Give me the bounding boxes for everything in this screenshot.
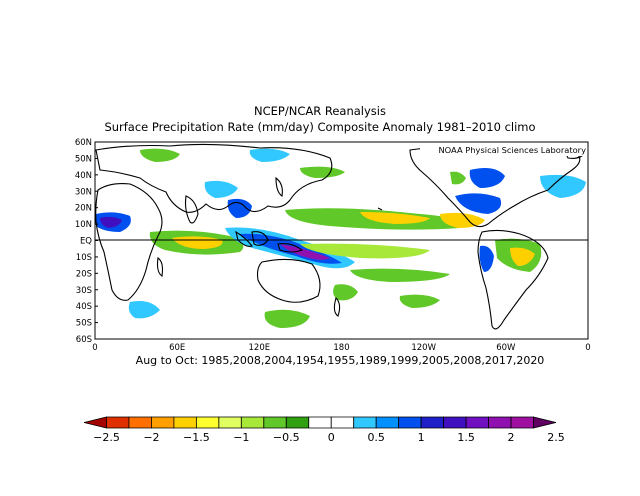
anomaly-region-north-america-dry: [450, 171, 466, 185]
colorbar-cell: [398, 416, 422, 429]
anomaly-region-europe-dry: [140, 148, 180, 162]
islands-hawaii: [377, 207, 383, 211]
anomaly-region-east-asia-wet: [204, 180, 238, 198]
colorbar-cells: [83, 416, 557, 429]
colorbar-tick-label: −0.5: [273, 431, 300, 444]
anomaly-region-andes-wet: [479, 245, 494, 272]
continent-australia: [256, 258, 321, 303]
anomaly-region-southern-ocean-wet: [128, 301, 160, 319]
latitude-label: 30S: [76, 286, 92, 296]
anomaly-region-south-pacific-green: [350, 268, 450, 282]
chart-title: NCEP/NCAR Reanalysis: [254, 104, 386, 118]
colorbar-cell: [465, 416, 489, 429]
latitude-label: 50N: [75, 154, 92, 164]
latitude-label: 10S: [76, 253, 92, 263]
colorbar-tick-label: 2: [508, 431, 515, 444]
colorbar-cell: [173, 416, 197, 429]
colorbar-tick-label: −1.5: [183, 431, 210, 444]
longitude-label: 60W: [496, 343, 516, 353]
continent-africa: [95, 183, 163, 301]
colorbar-cell: [510, 416, 534, 429]
longitude-label: 120W: [411, 343, 436, 353]
anomaly-region-north-pacific-dry-core: [360, 212, 430, 224]
anomaly-region-pacific-storm-track: [300, 166, 345, 178]
latitude-labels: 60N 50N 40N 30N 20N 10N EQ 10S 20S 30S 40S 50S 60S: [75, 138, 98, 345]
colorbar-cell: [308, 416, 332, 429]
colorbar-cell: [330, 416, 355, 429]
anomaly-region-south-pacific-dry: [300, 243, 430, 259]
longitude-label: 120E: [249, 343, 271, 353]
anomaly-region-australia-dry: [333, 284, 358, 301]
colorbar-tick-label: 1.5: [457, 431, 475, 444]
continent-south-america: [477, 229, 549, 330]
longitude-label: 180: [333, 343, 349, 353]
period-label: Aug to Oct: 1985,2008,2004,1954,1955,198…: [135, 354, 545, 367]
islands-japan: [275, 176, 283, 197]
anomaly-region-africa-wet-core: [100, 216, 122, 228]
anomaly-region-gulf-dry: [440, 212, 485, 228]
colorbar-cell: [151, 416, 175, 429]
anomaly-region-siberia-wet: [249, 148, 290, 162]
colorbar-cell: [106, 416, 130, 429]
longitude-label: 60E: [169, 343, 185, 353]
longitude-labels: 0 60E 120E 180 120W 60W 0: [92, 343, 590, 353]
latitude-label: 30N: [75, 187, 92, 197]
colorbar-cell: [263, 416, 287, 429]
anomaly-region-maritime-wet-core: [280, 244, 330, 260]
anomaly-region-amazon-dry-core: [510, 247, 535, 266]
anomaly-region-north-america-wet: [469, 168, 505, 188]
anomaly-field: [96, 148, 586, 328]
colorbar-cell: [83, 416, 107, 429]
anomaly-region-atlantic-wet: [540, 174, 586, 198]
anomaly-region-caribbean-wet: [455, 193, 502, 214]
islands-madagascar: [156, 257, 164, 277]
colorbar-cell: [533, 416, 557, 429]
islands-sumatra: [235, 230, 253, 247]
colorbar-tick-label: −2.5: [93, 431, 120, 444]
colorbar-tick-label: −2: [143, 431, 159, 444]
colorbar-cell: [285, 416, 310, 429]
anomaly-region-south-atlantic-dry: [399, 294, 440, 308]
latitude-label: 10N: [75, 220, 92, 230]
colorbar-tick-label: 0.5: [367, 431, 385, 444]
latitude-label: 40S: [76, 302, 92, 312]
anomaly-region-philippines-wet: [227, 198, 252, 218]
colorbar-tick-label: 1: [418, 431, 425, 444]
colorbar-cell: [218, 416, 242, 429]
colorbar-tick-label: 2.5: [547, 431, 565, 444]
colorbar-cell: [128, 416, 152, 429]
colorbar-cell: [488, 416, 512, 429]
longitude-label: 0: [92, 343, 97, 353]
colorbar-tick-label: 0: [328, 431, 335, 444]
colorbar-cell: [353, 416, 377, 429]
colorbar-cell: [420, 416, 445, 429]
latitude-label: 50S: [76, 319, 92, 329]
longitude-label: 0: [585, 343, 590, 353]
continent-new-zealand: [333, 296, 341, 317]
credit-box: [420, 144, 587, 156]
colorbar-cell: [240, 416, 265, 429]
continent-eurasia: [95, 143, 333, 213]
chart-subtitle: Surface Precipitation Rate (mm/day) Comp…: [104, 120, 536, 134]
anomaly-region-southern-ocean-dry: [264, 309, 310, 328]
continent-india: [184, 195, 199, 224]
latitude-label: 60N: [75, 138, 92, 148]
colorbar-cell: [443, 416, 467, 429]
latitude-label: EQ: [80, 237, 92, 247]
latitude-label: 60S: [76, 335, 92, 345]
colorbar-tick-labels: −2.5 −2 −1.5 −1 −0.5 0 0.5 1 1.5 2 2.5: [93, 431, 565, 444]
latitude-label: 20S: [76, 269, 92, 279]
latitude-label: 20N: [75, 204, 92, 214]
latitude-label: 40N: [75, 171, 92, 181]
islands-new-guinea: [277, 243, 304, 253]
credit-label: NOAA Physical Sciences Laboratory: [438, 145, 586, 155]
colorbar-cell: [375, 416, 400, 429]
colorbar-tick-label: −1: [233, 431, 249, 444]
colorbar-cell: [195, 416, 220, 429]
